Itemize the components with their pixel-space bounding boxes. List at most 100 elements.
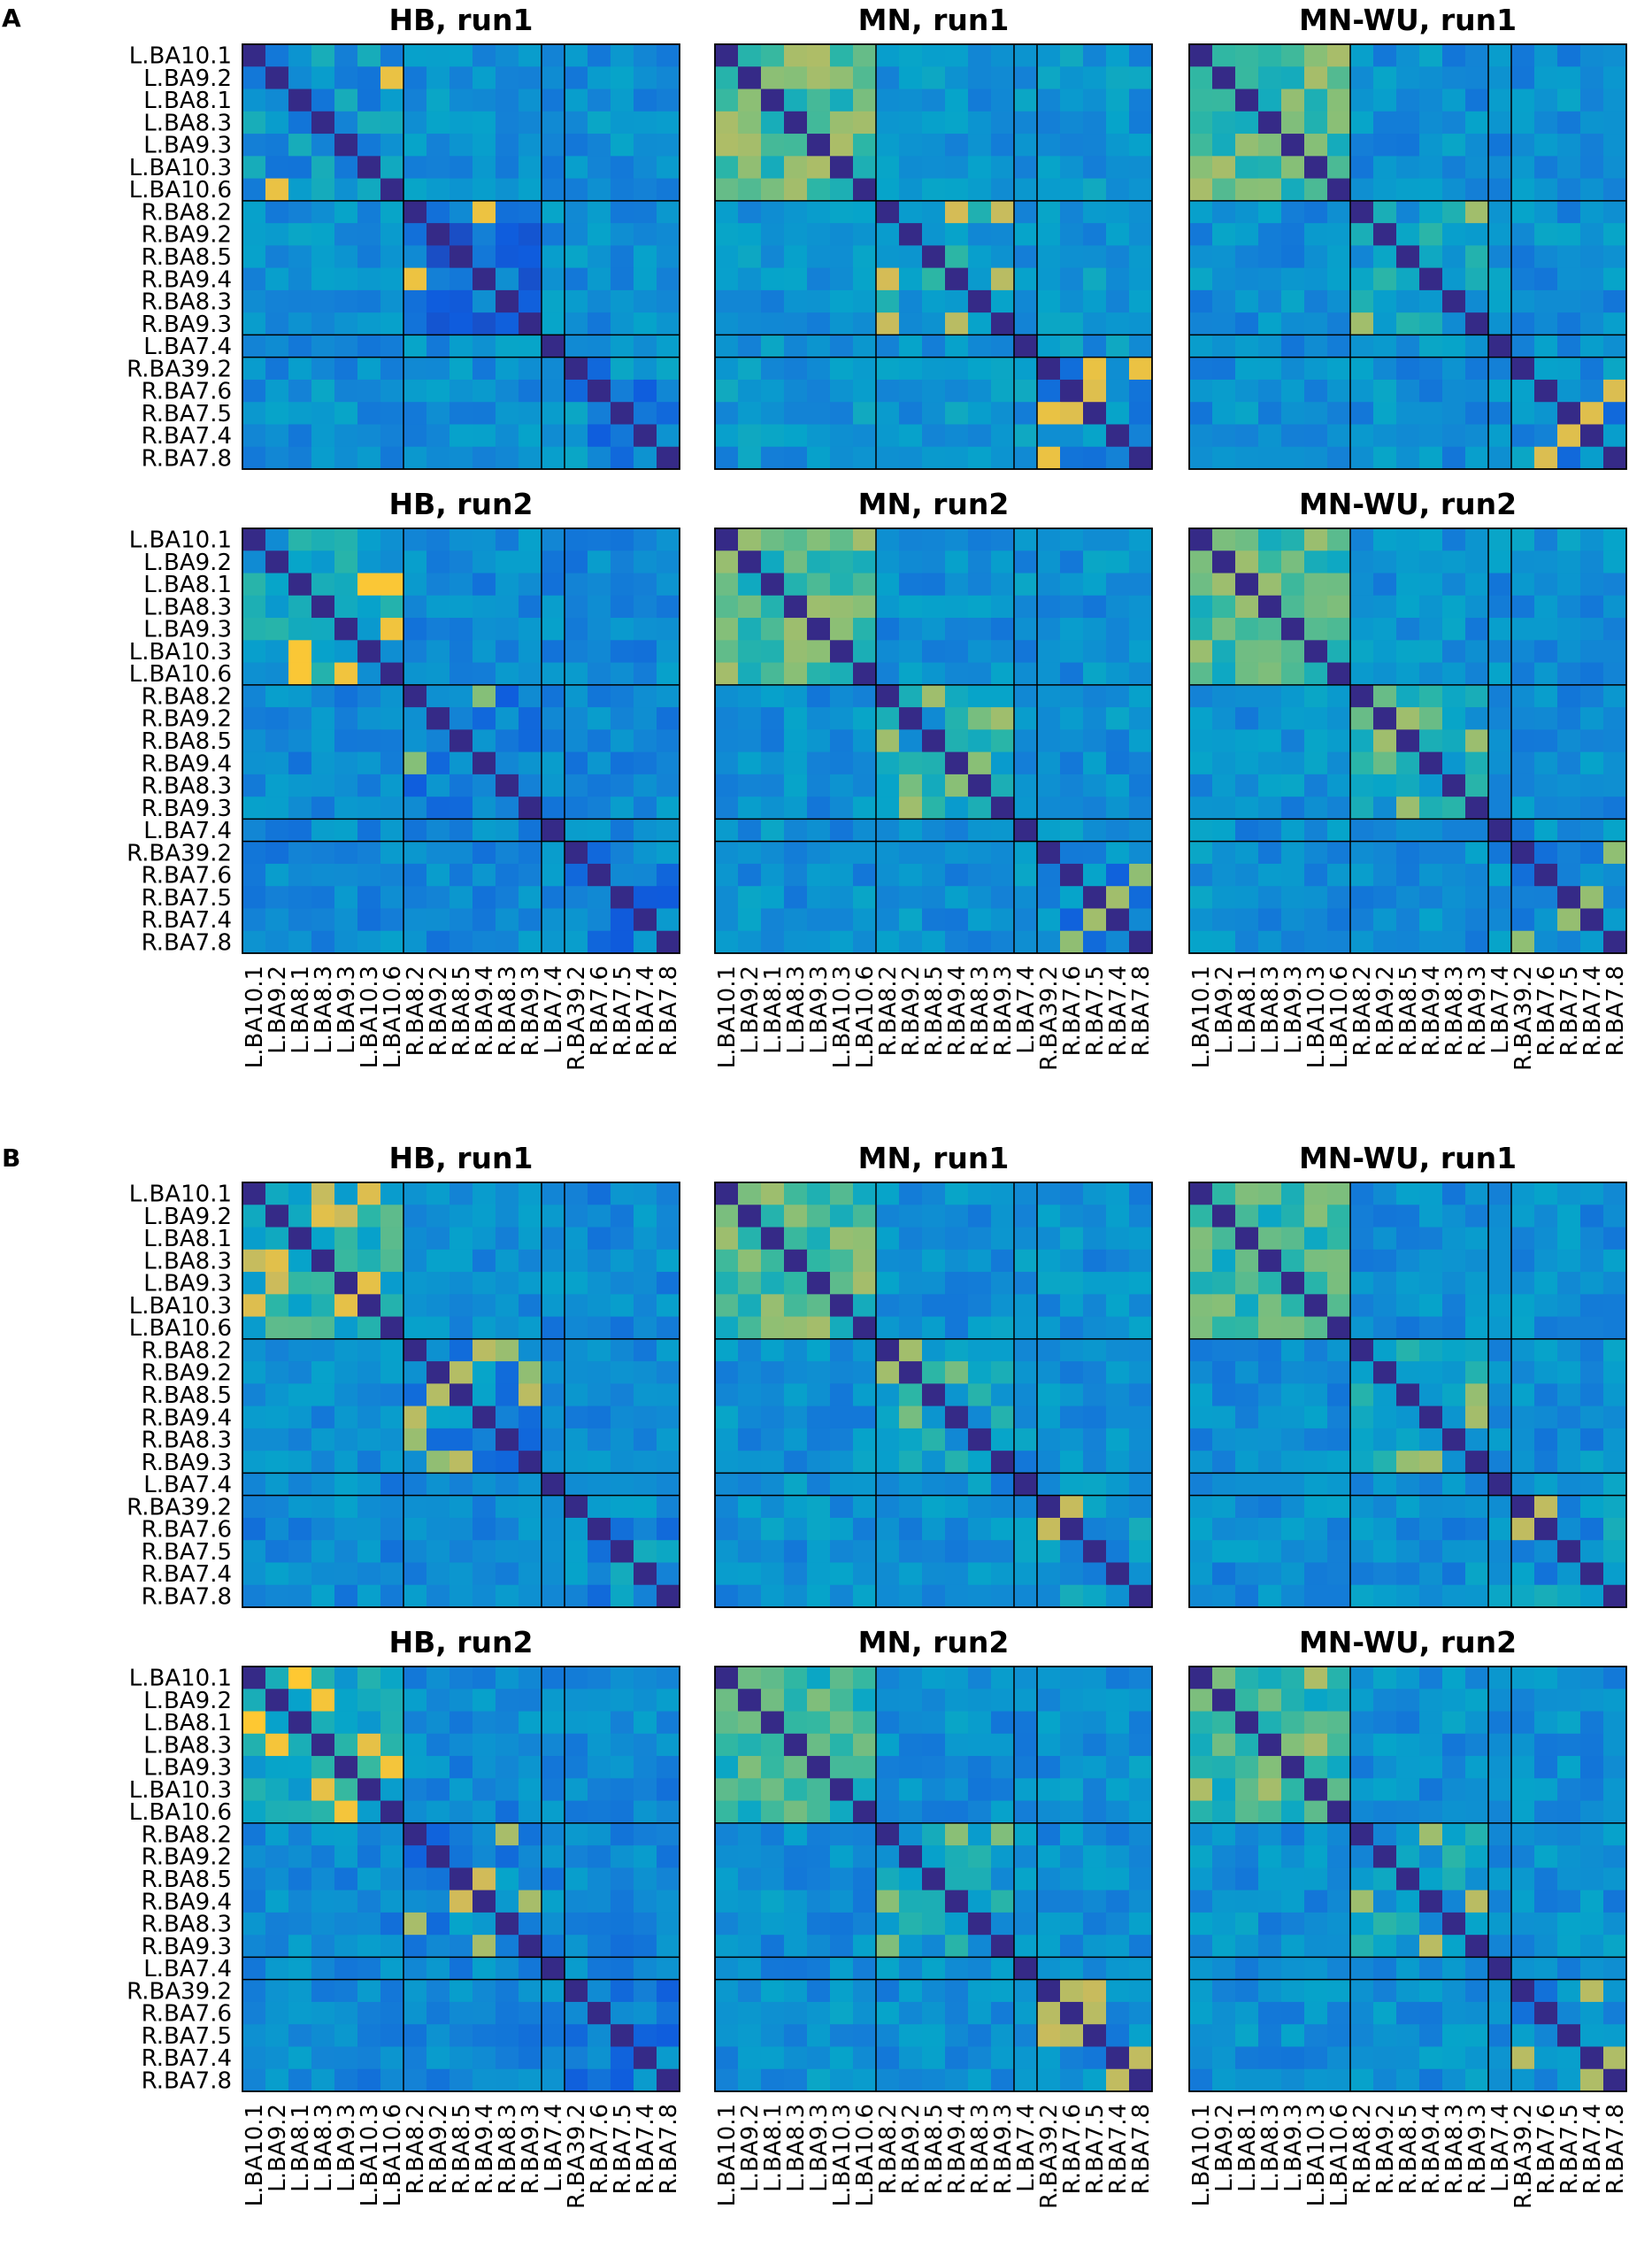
heatmap-cell [922, 1979, 946, 2003]
heatmap-cell [1327, 573, 1351, 597]
heatmap-cell [1511, 1778, 1535, 1802]
heatmap-cell [449, 797, 473, 820]
heatmap-cell [1129, 684, 1153, 708]
heatmap-cell [288, 550, 312, 574]
heatmap-cell [1580, 178, 1604, 202]
heatmap-cell [357, 357, 381, 381]
heatmap-cell [288, 66, 312, 90]
heatmap-cell [542, 1451, 565, 1474]
heatmap-cell [784, 424, 808, 448]
heatmap-cell [1014, 1473, 1038, 1497]
heatmap-cell [473, 2001, 496, 2025]
heatmap-cell [1603, 886, 1627, 910]
heatmap-cell [830, 528, 854, 551]
heatmap-cell [449, 1778, 473, 1802]
heatmap-cell [968, 1361, 992, 1384]
heatmap-cell [334, 446, 358, 470]
heatmap-cell [426, 402, 450, 426]
heatmap-cell [922, 1756, 946, 1779]
heatmap-cell [1534, 357, 1558, 381]
heatmap-cell [1465, 111, 1489, 135]
heatmap-cell [738, 223, 762, 246]
heatmap-cell [899, 402, 923, 426]
heatmap-cell [357, 289, 381, 313]
heatmap-cell [715, 2024, 739, 2048]
heatmap-2: MN, run1 [714, 3, 1153, 470]
heatmap-cell [634, 1733, 657, 1757]
heatmap-cell [473, 1473, 496, 1497]
heatmap-cell [1129, 66, 1153, 90]
heatmap-cell [311, 1227, 335, 1251]
heatmap-cell [380, 89, 404, 112]
heatmap-cell [1419, 1756, 1443, 1779]
heatmap-cell [1534, 908, 1558, 932]
heatmap-cell [496, 1205, 519, 1228]
heatmap-cell [1488, 335, 1512, 358]
heatmap-cell [1212, 707, 1236, 730]
heatmap-cell [519, 1473, 542, 1497]
heatmap-cell [496, 1756, 519, 1779]
heatmap-cell [922, 1361, 946, 1384]
heatmap-cell [1129, 312, 1153, 336]
heatmap-cell [657, 751, 680, 775]
heatmap-cell [1014, 178, 1038, 202]
heatmap-cell [1212, 2001, 1236, 2025]
heatmap-cell [357, 446, 381, 470]
heatmap-cell [1212, 640, 1236, 664]
heatmap-cell [449, 1383, 473, 1407]
heatmap-cell [1534, 89, 1558, 112]
heatmap-cell [1419, 66, 1443, 90]
heatmap-cell [991, 267, 1015, 291]
heatmap-cell [242, 550, 266, 574]
heatmap-cell [1060, 1451, 1084, 1474]
heatmap-cell [496, 1428, 519, 1451]
heatmap-cell [288, 357, 312, 381]
heatmap-cell [449, 684, 473, 708]
heatmap-cell [1304, 402, 1328, 426]
heatmap-cell [288, 595, 312, 619]
heatmap-cell [311, 1667, 335, 1690]
heatmap-cell [761, 200, 785, 224]
heatmap-cell [1580, 684, 1604, 708]
heatmap-cell [473, 245, 496, 269]
heatmap-cell [496, 640, 519, 664]
heatmap-cell [1060, 684, 1084, 708]
heatmap-cell [876, 1227, 900, 1251]
heatmap-cell [426, 379, 450, 403]
row-tick-label: R.BA8.5 [142, 1867, 232, 1893]
heatmap-cell [853, 379, 877, 403]
heatmap-cell [1235, 245, 1259, 269]
heatmap-cell [380, 1227, 404, 1251]
heatmap-cell [761, 886, 785, 910]
heatmap-cell [968, 89, 992, 112]
heatmap-cell [1442, 446, 1466, 470]
heatmap-cell [588, 908, 611, 932]
heatmap-cell [1534, 1205, 1558, 1228]
heatmap-cell [1304, 819, 1328, 843]
heatmap-cell [634, 89, 657, 112]
heatmap-cell [1281, 289, 1305, 313]
heatmap-cell [1106, 1979, 1130, 2003]
heatmap-cell [1488, 134, 1512, 157]
row-tick-label: R.BA39.2 [127, 356, 232, 382]
heatmap-cell [1465, 1562, 1489, 1586]
heatmap-cell [288, 89, 312, 112]
heatmap-cell [1442, 1979, 1466, 2003]
heatmap-cell [611, 2068, 634, 2092]
heatmap-cell [761, 1405, 785, 1429]
heatmap-cell [945, 640, 969, 664]
heatmap-cell [1419, 751, 1443, 775]
heatmap-cell [1037, 528, 1061, 551]
heatmap-cell [1373, 446, 1397, 470]
heatmap-cell [1557, 1540, 1581, 1564]
heatmap-cell [1580, 1935, 1604, 1959]
heatmap-cell [922, 156, 946, 180]
heatmap-cell [1258, 1272, 1282, 1295]
heatmap-cell [784, 729, 808, 753]
heatmap-cell [761, 1822, 785, 1846]
heatmap-cell [611, 886, 634, 910]
heatmap-cell [357, 819, 381, 843]
heatmap-cell [1037, 1778, 1061, 1802]
heatmap-cell [1189, 223, 1213, 246]
heatmap-cell [1488, 1800, 1512, 1824]
